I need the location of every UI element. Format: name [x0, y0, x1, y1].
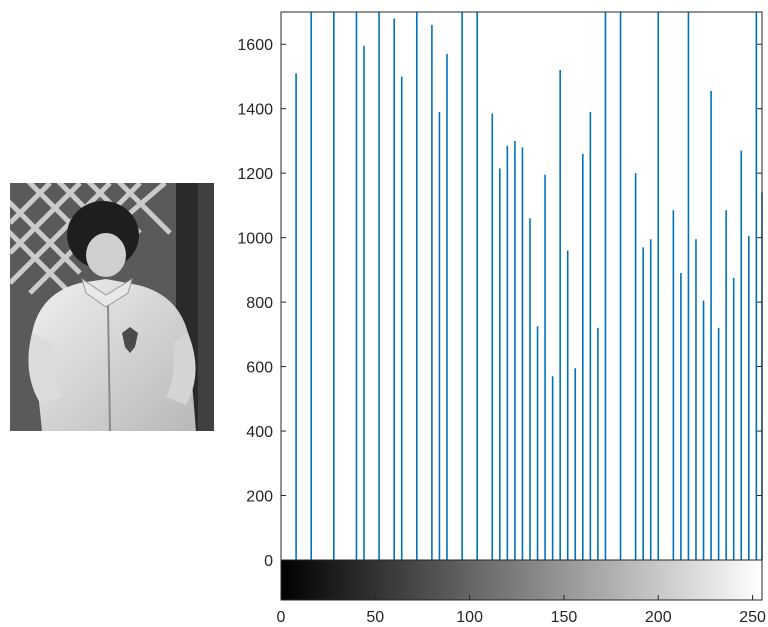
x-tick-label: 200	[645, 609, 672, 626]
jacket-zipper	[107, 304, 111, 431]
x-tick-label: 100	[456, 609, 483, 626]
colorbar	[280, 559, 763, 601]
plot-area	[281, 12, 762, 560]
x-tick-label: 50	[366, 609, 384, 626]
x-axis: 0 50 100 150 200 250	[277, 595, 766, 626]
y-tick-label: 0	[264, 553, 273, 570]
right-arm	[166, 333, 196, 405]
jacket-emblem	[122, 327, 138, 353]
y-tick-label: 1000	[237, 231, 273, 248]
side-shadow	[198, 183, 214, 431]
x-tick-label: 0	[277, 609, 286, 626]
y-tick-label: 1200	[237, 166, 273, 183]
lattice-fence	[10, 183, 172, 295]
left-arm	[28, 333, 62, 403]
y-tick-label: 1400	[237, 102, 273, 119]
y-tick-label: 200	[246, 489, 273, 506]
y-axis: 0 200 400 600 800 1000 1200 1400 1600	[237, 37, 762, 570]
y-tick-label: 400	[246, 424, 273, 441]
x-tick-label: 150	[551, 609, 578, 626]
jacket	[32, 279, 196, 431]
y-tick-label: 800	[246, 295, 273, 312]
histogram-bars	[295, 12, 763, 560]
y-tick-label: 600	[246, 360, 273, 377]
face	[86, 233, 126, 277]
jacket-collar	[81, 277, 133, 308]
y-tick-label: 1600	[237, 37, 273, 54]
x-tick-label: 250	[739, 609, 766, 626]
child-photo	[10, 183, 214, 431]
